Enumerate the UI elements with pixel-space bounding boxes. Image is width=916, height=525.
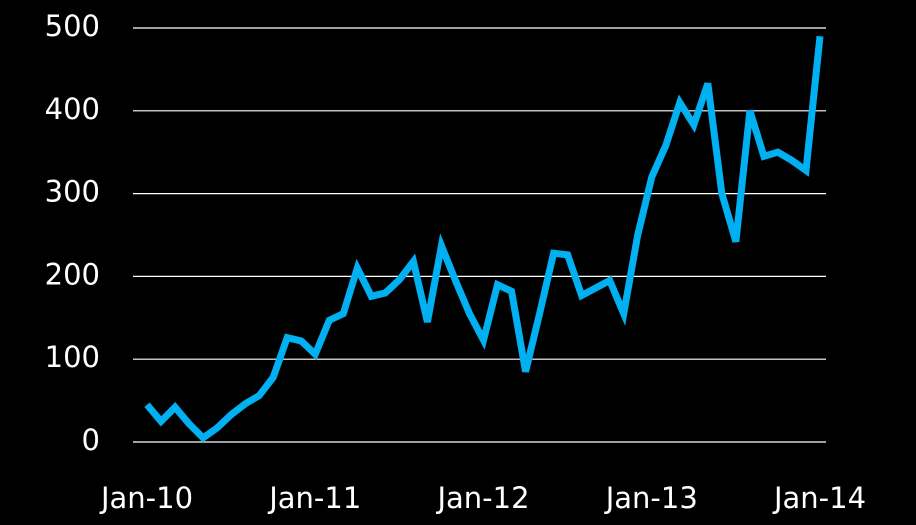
x-tick-label: Jan-10 <box>99 481 193 515</box>
y-tick-label: 500 <box>45 9 100 43</box>
x-tick-label: Jan-14 <box>772 481 866 515</box>
y-tick-label: 0 <box>82 423 100 457</box>
y-tick-label: 400 <box>45 92 100 126</box>
x-tick-label: Jan-12 <box>435 481 529 515</box>
y-tick-label: 100 <box>45 340 100 374</box>
x-tick-label: Jan-11 <box>267 481 361 515</box>
data-line <box>144 35 824 443</box>
y-tick-label: 200 <box>45 257 100 291</box>
x-tick-label: Jan-13 <box>604 481 698 515</box>
y-tick-label: 300 <box>45 175 100 209</box>
